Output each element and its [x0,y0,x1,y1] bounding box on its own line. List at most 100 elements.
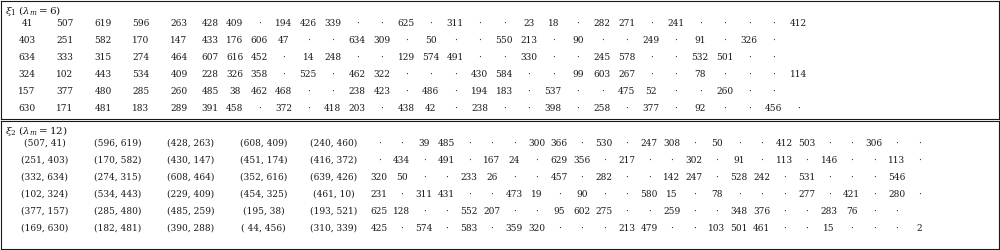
Text: 462: 462 [251,87,268,96]
Text: 92: 92 [695,104,706,112]
Text: ·: · [828,172,831,181]
Text: 475: 475 [618,87,635,96]
Text: ·: · [258,19,261,28]
Text: 275: 275 [596,206,613,215]
Text: ·: · [918,189,921,198]
Text: ·: · [738,189,741,198]
Text: (195, 38): (195, 38) [243,206,284,215]
Text: ·: · [648,156,651,164]
Text: ·: · [400,223,403,232]
Text: 285: 285 [132,87,150,96]
Text: ·: · [760,156,763,164]
Text: ·: · [603,156,606,164]
Text: 283: 283 [821,206,838,215]
Text: ·: · [405,87,408,96]
Text: ·: · [331,70,334,79]
Text: ·: · [760,189,763,198]
Text: 157: 157 [18,87,36,96]
Text: ·: · [558,189,561,198]
Text: 398: 398 [545,104,562,112]
Text: (285, 480): (285, 480) [94,206,141,215]
Text: ·: · [693,223,696,232]
Text: ·: · [850,172,853,181]
Text: ·: · [873,223,876,232]
Text: (102, 324): (102, 324) [21,189,68,198]
Text: ·: · [674,53,677,62]
Text: ·: · [603,189,606,198]
Text: 458: 458 [226,104,243,112]
Text: 306: 306 [866,138,883,147]
Text: 634: 634 [18,53,36,62]
Text: 194: 194 [275,19,292,28]
Text: ·: · [503,19,506,28]
Text: 356: 356 [573,156,590,164]
Text: 322: 322 [373,70,390,79]
Text: 434: 434 [393,156,410,164]
Text: 630: 630 [18,104,36,112]
Text: ·: · [601,36,604,45]
Text: 260: 260 [716,87,733,96]
Text: 431: 431 [438,189,455,198]
Text: ·: · [478,36,481,45]
Text: ·: · [699,19,702,28]
Text: (390, 288): (390, 288) [167,223,214,232]
Text: ·: · [503,104,506,112]
Text: 2: 2 [916,223,922,232]
Text: ·: · [748,19,751,28]
Text: 103: 103 [708,223,725,232]
Text: 99: 99 [572,70,584,79]
Text: (461, 10): (461, 10) [313,189,355,198]
Text: 260: 260 [170,87,188,96]
Text: ·: · [405,36,408,45]
Text: 578: 578 [618,53,635,62]
Text: 23: 23 [523,19,534,28]
Text: 330: 330 [520,53,537,62]
Text: ·: · [895,206,898,215]
Text: ·: · [445,206,448,215]
Text: ·: · [535,206,538,215]
Text: 289: 289 [170,104,188,112]
Text: (169, 630): (169, 630) [21,223,68,232]
Text: ·: · [650,53,653,62]
Text: $\xi_1\ (\lambda_m = 6)$: $\xi_1\ (\lambda_m = 6)$ [5,4,61,18]
Text: 228: 228 [202,70,219,79]
Text: (377, 157): (377, 157) [21,206,68,215]
Text: 433: 433 [202,36,219,45]
Text: ·: · [873,189,876,198]
Text: 359: 359 [506,223,523,232]
Text: ·: · [454,87,457,96]
Text: 582: 582 [94,36,112,45]
Text: 438: 438 [398,104,415,112]
Text: (507, 41): (507, 41) [24,138,65,147]
Text: ·: · [738,138,741,147]
Text: ·: · [918,156,921,164]
Text: ·: · [535,172,538,181]
Text: 525: 525 [300,70,317,79]
Text: 629: 629 [551,156,568,164]
Text: 113: 113 [776,156,793,164]
Text: 452: 452 [251,53,268,62]
Text: 372: 372 [275,104,292,112]
Text: 280: 280 [888,189,905,198]
Text: ·: · [356,53,359,62]
Text: ·: · [748,53,751,62]
Text: ·: · [576,53,579,62]
Text: ·: · [772,36,775,45]
Text: 114: 114 [790,70,807,79]
Text: 376: 376 [753,206,770,215]
Text: 282: 282 [596,172,613,181]
Text: 462: 462 [349,70,366,79]
Text: 583: 583 [461,223,478,232]
Text: 534: 534 [132,70,150,79]
Text: 171: 171 [56,104,74,112]
Text: ·: · [715,172,718,181]
Text: 39: 39 [419,138,430,147]
Text: ·: · [625,36,628,45]
Text: 14: 14 [302,53,314,62]
Text: ·: · [454,36,457,45]
Text: ·: · [693,189,696,198]
Text: ·: · [468,189,471,198]
Text: 282: 282 [594,19,611,28]
Text: 128: 128 [393,206,410,215]
Text: 258: 258 [594,104,611,112]
